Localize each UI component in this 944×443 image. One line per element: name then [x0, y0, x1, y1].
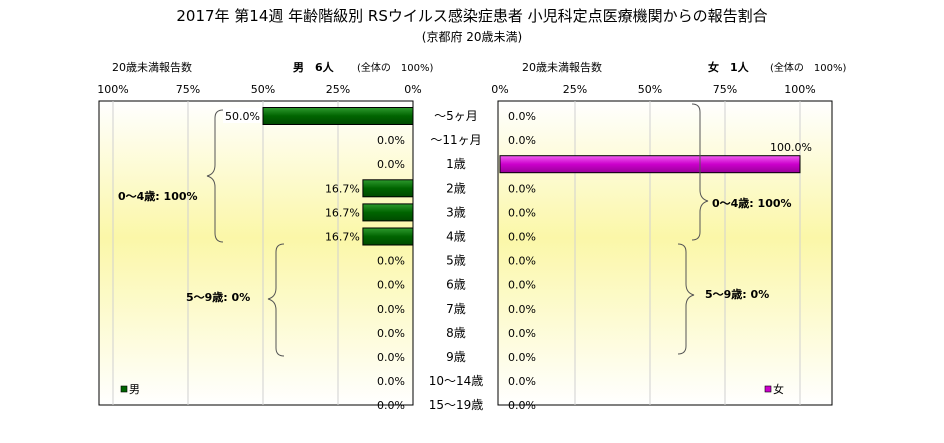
female-value-label: 0.0% [508, 206, 536, 219]
female-header-total: 女 1人 [708, 60, 750, 74]
female-legend-swatch [764, 385, 772, 393]
chart-subtitle: (京都府 20歳未満) [422, 29, 522, 44]
category-label: 3歳 [446, 205, 466, 219]
female-value-label: 0.0% [508, 303, 536, 316]
female-value-label: 0.0% [508, 279, 536, 292]
male-header-count-label: 20歳未満報告数 [112, 61, 192, 74]
male-legend-label: 男 [129, 383, 140, 396]
male-header-total: 男 6人 [293, 60, 335, 74]
female-tick-label: 0% [491, 83, 508, 96]
male-brace-5-9 [267, 243, 285, 357]
female-value-label: 0.0% [508, 399, 536, 412]
category-label: 9歳 [446, 350, 466, 364]
category-label: 7歳 [446, 302, 466, 316]
female-value-label: 0.0% [508, 231, 536, 244]
category-label: 8歳 [446, 326, 466, 340]
male-value-label: 50.0% [225, 110, 260, 123]
male-bar [362, 179, 414, 198]
female-plot-area [497, 100, 833, 406]
female-tick-label: 100% [784, 83, 815, 96]
category-label: 6歳 [446, 278, 466, 292]
male-value-label: 0.0% [377, 399, 405, 412]
female-header-count-label: 20歳未満報告数 [522, 61, 602, 74]
male-legend-swatch [120, 385, 128, 393]
female-tick-label: 25% [563, 83, 587, 96]
male-bar [262, 107, 414, 125]
female-header-note: (全体の 100%) [770, 61, 846, 74]
category-label: 1歳 [446, 157, 466, 171]
female-tick-label: 75% [713, 83, 737, 96]
category-label: 10～14歳 [429, 374, 484, 388]
male-value-label: 0.0% [377, 303, 405, 316]
male-value-label-bg [223, 108, 261, 123]
female-bar [499, 155, 801, 174]
male-value-label: 16.7% [325, 206, 360, 219]
male-bar [362, 203, 414, 222]
male-value-label: 0.0% [377, 375, 405, 388]
female-value-label: 0.0% [508, 134, 536, 147]
male-bar [362, 227, 414, 246]
female-value-label: 0.0% [508, 351, 536, 364]
male-brace-0-4 [206, 109, 224, 243]
male-plot-area [98, 100, 414, 406]
chart-title: 2017年 第14週 年齢階級別 RSウイルス感染症患者 小児科定点医療機関から… [176, 7, 767, 25]
male-value-label: 16.7% [325, 182, 360, 195]
male-value-label: 0.0% [377, 255, 405, 268]
female-legend-label: 女 [773, 382, 784, 396]
female-value-label: 100.0% [770, 141, 812, 154]
female-value-label: 0.0% [508, 327, 536, 340]
male-tick-label: 25% [326, 83, 350, 96]
category-label: 4歳 [446, 230, 466, 244]
male-tick-label: 100% [97, 83, 128, 96]
male-value-label: 0.0% [377, 327, 405, 340]
male-tick-label: 0% [404, 83, 421, 96]
male-group-label-0-4: 0～4歳: 100% [118, 189, 198, 203]
male-tick-label: 50% [251, 83, 275, 96]
male-tick-label: 75% [176, 83, 200, 96]
male-value-label: 16.7% [325, 231, 360, 244]
category-label: ～5ヶ月 [434, 109, 478, 123]
female-value-label: 0.0% [508, 255, 536, 268]
category-label: ～11ヶ月 [430, 133, 481, 147]
male-value-label: 0.0% [377, 351, 405, 364]
male-group-label-5-9: 5～9歳: 0% [186, 290, 250, 304]
female-brace-0-4 [691, 103, 709, 241]
category-label: 15～19歳 [429, 398, 484, 412]
female-value-label: 0.0% [508, 182, 536, 195]
female-brace-5-9 [677, 243, 695, 355]
male-value-label: 0.0% [377, 158, 405, 171]
female-group-label-5-9: 5～9歳: 0% [705, 287, 769, 301]
male-value-label: 0.0% [377, 279, 405, 292]
male-value-label: 0.0% [377, 134, 405, 147]
category-label: 5歳 [446, 254, 466, 268]
female-value-label: 0.0% [508, 375, 536, 388]
male-header-note: (全体の 100%) [357, 61, 433, 74]
category-label: 2歳 [446, 181, 466, 195]
female-value-label: 0.0% [508, 110, 536, 123]
female-tick-label: 50% [638, 83, 662, 96]
female-group-label-0-4: 0～4歳: 100% [712, 196, 792, 210]
